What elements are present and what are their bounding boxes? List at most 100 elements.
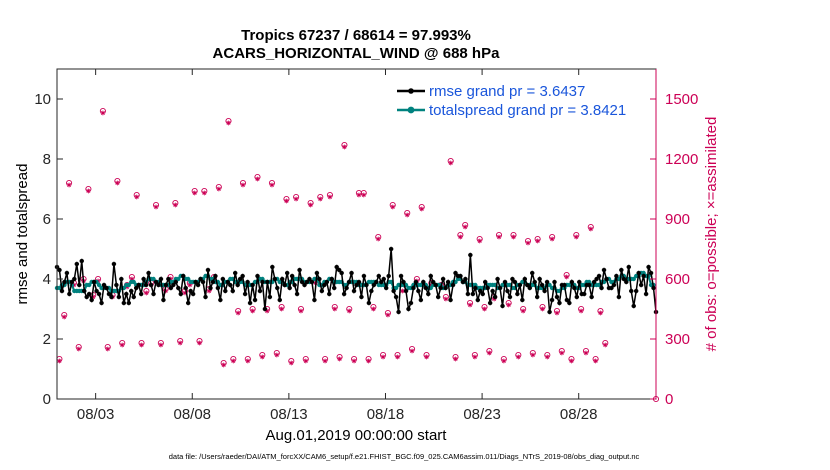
- obs-assimilated-point: [356, 192, 362, 198]
- rmse-point: [151, 291, 156, 297]
- rmse-point: [388, 246, 394, 252]
- rmse-point: [621, 276, 627, 282]
- rmse-point: [312, 297, 317, 303]
- rmse-point: [495, 276, 500, 282]
- obs-assimilated-point: [342, 144, 347, 150]
- rmse-point: [86, 291, 92, 297]
- obs-assimilated-point: [598, 310, 603, 316]
- legend-box: [392, 78, 650, 120]
- obs-assimilated-point: [593, 358, 599, 364]
- rmse-point: [428, 273, 433, 279]
- obs-assimilated-point: [250, 308, 256, 314]
- rmse-point: [200, 279, 206, 285]
- rmse-point: [497, 285, 503, 291]
- obs-assimilated-point: [230, 358, 236, 364]
- rmse-point: [218, 297, 223, 303]
- obs-assimilated-point: [206, 288, 212, 294]
- obs-assimilated-point: [303, 358, 309, 364]
- rmse-point: [594, 276, 599, 282]
- rmse-point: [542, 288, 547, 294]
- totalspread-point: [388, 279, 394, 285]
- rmse-point: [567, 300, 572, 306]
- rmse-point: [478, 288, 483, 294]
- rmse-point: [332, 285, 337, 291]
- rmse-point: [418, 297, 424, 303]
- chart-subtitle: ACARS_HORIZONTAL_WIND @ 688 hPa: [213, 45, 501, 62]
- rmse-point: [463, 276, 468, 282]
- obs-assimilated-point: [544, 354, 550, 360]
- rmse-point: [421, 279, 426, 285]
- obs-assimilated-point: [85, 188, 91, 194]
- rmse-point: [121, 300, 127, 306]
- rmse-point: [228, 282, 233, 288]
- obs-assimilated-point: [530, 352, 536, 358]
- rmse-point: [163, 282, 169, 288]
- rmse-point: [270, 264, 275, 270]
- rmse-point: [475, 297, 480, 303]
- obs-assimilated-point: [284, 198, 289, 204]
- obs-assimilated-point: [327, 194, 333, 200]
- obs-assimilated-point: [346, 308, 352, 314]
- rmse-point: [297, 267, 302, 273]
- rmse-point: [314, 270, 320, 276]
- obs-assimilated-point: [554, 310, 560, 316]
- totalspread-point: [631, 276, 636, 282]
- rmse-point: [557, 300, 562, 306]
- rmse-point: [252, 297, 258, 303]
- rmse-point: [579, 291, 584, 297]
- obs-assimilated-point: [588, 226, 594, 232]
- rmse-point: [294, 291, 300, 297]
- rmse-point: [119, 276, 124, 282]
- rmse-point: [549, 297, 555, 303]
- obs-assimilated-point: [134, 194, 140, 200]
- obs-assimilated-point: [540, 306, 545, 312]
- rmse-point: [158, 276, 164, 282]
- y2-tick-label: 300: [665, 331, 690, 348]
- rmse-point: [517, 282, 523, 288]
- rmse-point: [359, 294, 364, 300]
- rmse-point: [67, 291, 72, 297]
- rmse-point: [106, 291, 112, 297]
- rmse-point: [188, 288, 193, 294]
- rmse-point: [643, 291, 649, 297]
- y-tick-label: 10: [34, 91, 51, 108]
- rmse-point: [507, 294, 513, 300]
- legend-spread-marker: [407, 106, 415, 114]
- legend-rmse-label: rmse grand pr = 3.6437: [429, 83, 585, 100]
- obs-assimilated-point: [395, 354, 400, 360]
- rmse-point: [89, 297, 94, 303]
- rmse-point: [616, 294, 622, 300]
- rmse-point: [490, 288, 495, 294]
- rmse-point: [185, 300, 191, 306]
- rmse-point: [638, 282, 644, 288]
- y2-tick-label: 1200: [665, 151, 698, 168]
- rmse-point: [413, 279, 419, 285]
- rmse-point: [91, 279, 97, 285]
- obs-assimilated-point: [332, 306, 338, 312]
- x-tick-label: 08/23: [463, 406, 501, 423]
- rmse-point: [537, 276, 542, 282]
- rmse-point: [213, 273, 218, 279]
- rmse-point: [544, 279, 550, 285]
- obs-assimilated-point: [390, 204, 396, 210]
- rmse-point: [448, 297, 453, 303]
- rmse-point: [131, 294, 136, 300]
- totalspread-point: [185, 276, 191, 282]
- obs-assimilated-point: [187, 282, 193, 288]
- rmse-point: [84, 294, 89, 300]
- totalspread-point: [86, 282, 92, 288]
- rmse-point: [181, 273, 186, 279]
- rmse-point: [376, 273, 381, 279]
- obs-assimilated-point: [163, 288, 169, 294]
- y2-tick-label: 1500: [665, 91, 698, 108]
- rmse-point: [455, 273, 461, 279]
- rmse-point: [356, 279, 362, 285]
- rmse-point: [611, 282, 617, 288]
- rmse-point: [408, 300, 414, 306]
- obs-assimilated-point: [385, 312, 391, 318]
- rmse-point: [386, 273, 391, 279]
- rmse-point: [156, 282, 161, 288]
- rmse-point: [124, 291, 129, 297]
- obs-assimilated-point: [559, 350, 565, 356]
